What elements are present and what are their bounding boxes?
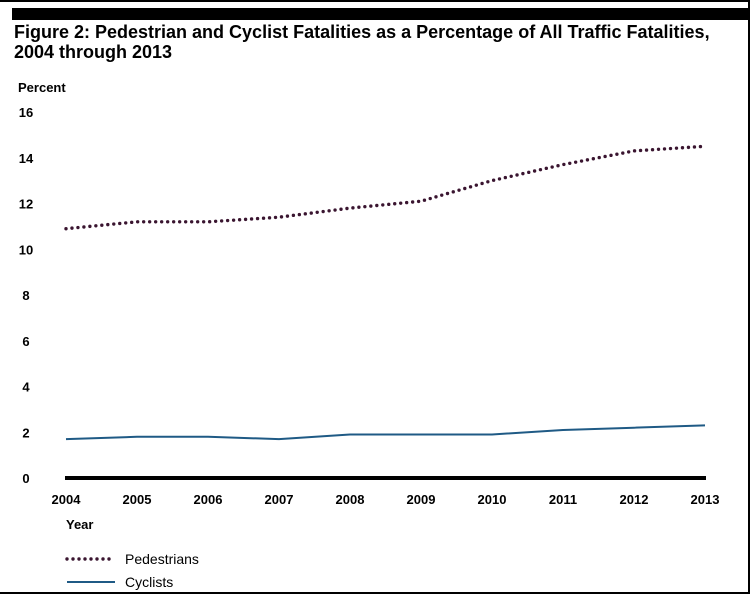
y-tick-label: 6 bbox=[22, 334, 29, 349]
y-tick-label: 10 bbox=[19, 242, 33, 257]
x-axis-label: Year bbox=[66, 517, 93, 532]
x-tick-label: 2007 bbox=[265, 492, 294, 507]
y-tick-label: 8 bbox=[22, 288, 29, 303]
series-layer bbox=[64, 144, 707, 441]
figure-title: Figure 2: Pedestrian and Cyclist Fatalit… bbox=[14, 22, 742, 62]
x-tick-label: 2005 bbox=[123, 492, 152, 507]
y-tick-label: 0 bbox=[22, 471, 29, 486]
y-tick-label: 14 bbox=[19, 151, 34, 166]
y-axis-ticks: 0 2 4 6 8 10 12 14 16 bbox=[19, 105, 34, 486]
title-bar bbox=[12, 8, 750, 20]
figure-title-line-2: 2004 through 2013 bbox=[14, 42, 173, 62]
series-line-pedestrians bbox=[64, 144, 707, 231]
series-line-cyclists bbox=[65, 424, 706, 441]
figure-title-line-1: Figure 2: Pedestrian and Cyclist Fatalit… bbox=[14, 22, 710, 42]
y-tick-label: 16 bbox=[19, 105, 33, 120]
x-tick-label: 2011 bbox=[549, 492, 577, 507]
x-tick-label: 2010 bbox=[478, 492, 507, 507]
x-tick-label: 2009 bbox=[407, 492, 436, 507]
y-tick-label: 4 bbox=[22, 380, 30, 395]
x-tick-label: 2013 bbox=[691, 492, 720, 507]
legend-label-cyclists: Cyclists bbox=[125, 574, 173, 590]
x-tick-label: 2008 bbox=[336, 492, 365, 507]
y-tick-label: 12 bbox=[19, 197, 33, 212]
legend: Pedestrians Cyclists bbox=[65, 551, 199, 590]
x-axis-ticks: 2004 2005 2006 2007 2008 2009 2010 2011 2012 2013 bbox=[52, 492, 720, 507]
x-tick-label: 2012 bbox=[620, 492, 649, 507]
y-axis-label: Percent bbox=[18, 80, 66, 95]
x-tick-label: 2004 bbox=[52, 492, 82, 507]
y-tick-label: 2 bbox=[22, 425, 29, 440]
legend-label-pedestrians: Pedestrians bbox=[125, 551, 199, 567]
top-rule bbox=[0, 0, 750, 2]
x-tick-label: 2006 bbox=[194, 492, 223, 507]
